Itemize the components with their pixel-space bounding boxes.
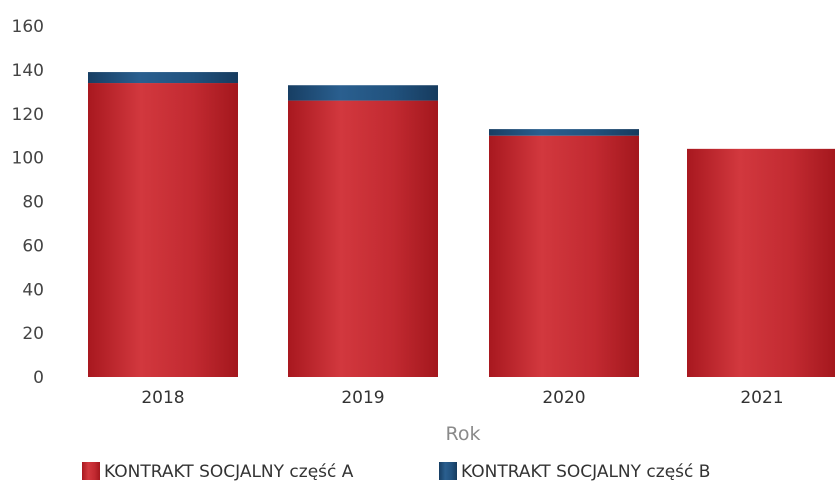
x-axis-category-labels: 2018 2019 2020 2021 [141, 388, 783, 408]
y-tick-label: 140 [12, 61, 44, 81]
y-tick-label: 160 [12, 17, 44, 37]
legend: KONTRAKT SOCJALNY część A KONTRAKT SOCJAL… [82, 462, 710, 482]
legend-swatch [82, 462, 100, 480]
bar-czesc-b-2020 [489, 129, 639, 136]
y-tick-label: 80 [22, 193, 44, 213]
bar-czesc-b-2018 [88, 72, 238, 84]
bars [88, 72, 835, 378]
y-tick-label: 120 [12, 105, 44, 125]
bar-czesc-a-2018 [88, 83, 238, 377]
legend-label: KONTRAKT SOCJALNY część A [104, 462, 354, 482]
x-category-label: 2019 [341, 388, 384, 408]
y-tick-label: 20 [22, 324, 44, 344]
bar-czesc-a-2021 [687, 148, 835, 377]
y-tick-label: 0 [33, 368, 44, 388]
legend-label: KONTRAKT SOCJALNY część B [461, 462, 710, 482]
x-axis-title: Rok [446, 423, 481, 445]
legend-swatch [439, 462, 457, 480]
bar-czesc-a-2019 [288, 100, 438, 378]
y-axis-ticks: 0 20 40 60 80 100 120 140 160 [12, 17, 44, 388]
y-tick-label: 40 [22, 280, 44, 300]
bar-czesc-a-2020 [489, 135, 639, 377]
x-category-label: 2020 [542, 388, 585, 408]
y-tick-label: 60 [22, 236, 44, 256]
bar-czesc-b-2019 [288, 85, 438, 101]
y-tick-label: 100 [12, 149, 44, 169]
x-category-label: 2021 [740, 388, 783, 408]
x-category-label: 2018 [141, 388, 184, 408]
